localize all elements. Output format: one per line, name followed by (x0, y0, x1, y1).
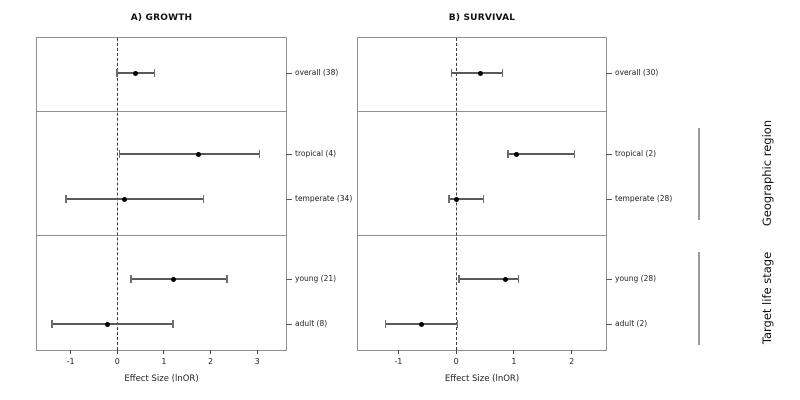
x-axis-tick (210, 350, 212, 354)
confidence-interval-line (459, 278, 519, 280)
x-axis-tick (513, 350, 515, 354)
zero-reference-line (456, 38, 458, 350)
row-label-tick (606, 153, 612, 155)
x-axis-tick-label: -1 (394, 357, 403, 366)
ci-cap-high (501, 69, 504, 77)
estimate-point (105, 321, 111, 327)
x-axis-tick (116, 350, 118, 354)
estimate-point (419, 321, 424, 327)
row-label-tick (286, 278, 292, 280)
estimate-point (133, 70, 139, 76)
panel-b-plot-area: overall (30) tropical (2) temperate (28) yo… (357, 37, 672, 366)
panel-b-title: B) SURVIVAL (448, 13, 516, 23)
target-life-stage-label: Target life stage (760, 251, 774, 345)
ci-cap-low (458, 275, 460, 283)
confidence-interval-line (119, 153, 260, 155)
x-axis-tick-label: 0 (114, 357, 120, 366)
panel-a-xaxis-label: Effect Size (lnOR) (124, 374, 199, 384)
section-divider (358, 235, 606, 236)
estimate-point (121, 196, 127, 202)
x-axis-tick-label: 2 (569, 357, 575, 366)
row-label: overall (38) (295, 68, 339, 77)
section-divider (37, 235, 286, 236)
confidence-interval-line (449, 198, 484, 200)
x-axis-tick-label: -1 (66, 357, 75, 366)
confidence-interval-line (51, 323, 174, 325)
estimate-point (502, 276, 508, 282)
estimate-point (478, 70, 484, 76)
x-axis-tick (163, 350, 165, 354)
row-label-tick (606, 278, 612, 280)
row-label: young (21) (295, 274, 337, 283)
x-axis-tick (571, 350, 573, 354)
row-label: tropical (2) (615, 149, 657, 158)
ci-cap-low (450, 69, 453, 77)
geographic-region-label: Geographic region (760, 119, 774, 227)
ci-cap-low (118, 150, 121, 158)
ci-cap-high (202, 195, 205, 203)
x-axis-tick-label: 0 (453, 357, 459, 366)
estimate-point (196, 151, 202, 157)
row-label: overall (30) (615, 68, 659, 77)
confidence-interval-line (508, 153, 575, 155)
ci-cap-high (172, 320, 174, 328)
row-label: young (28) (615, 274, 657, 283)
confidence-interval-line (131, 278, 227, 280)
x-axis-tick-label: 2 (208, 357, 214, 366)
confidence-interval-line (65, 198, 204, 200)
x-axis-tick-label: 1 (511, 357, 517, 366)
panel-a-plot-area: overall (38) tropical (4) temperate (34) yo… (36, 37, 352, 366)
row-label: temperate (28) (615, 194, 673, 203)
confidence-interval-line (451, 72, 503, 74)
x-axis-tick-label: 1 (161, 357, 167, 366)
x-axis-tick (70, 350, 72, 354)
section-divider (37, 111, 286, 112)
ci-cap-high (226, 275, 228, 283)
section-divider (358, 111, 606, 112)
ci-cap-low (116, 69, 118, 77)
row-label: adult (8) (295, 319, 328, 328)
ci-cap-low (384, 320, 387, 328)
row-label: tropical (4) (295, 149, 337, 158)
x-axis-tick (455, 350, 457, 354)
ci-cap-low (65, 195, 67, 203)
ci-cap-high (153, 69, 156, 77)
ci-cap-high (482, 195, 485, 203)
ci-cap-low (507, 150, 509, 158)
estimate-point (514, 151, 520, 157)
ci-cap-high (456, 320, 459, 328)
x-axis-tick (256, 350, 258, 354)
ci-cap-low (130, 275, 132, 283)
estimate-point (170, 276, 176, 282)
row-label-tick (286, 72, 292, 74)
row-label-tick (286, 153, 292, 155)
panel-a-title: A) GROWTH (130, 13, 193, 23)
row-label-tick (606, 72, 612, 74)
row-label: temperate (34) (295, 194, 353, 203)
row-label: adult (2) (615, 319, 648, 328)
ci-cap-high (258, 150, 261, 158)
ci-cap-low (51, 320, 53, 328)
x-axis-tick-label: 3 (254, 357, 260, 366)
ci-cap-low (448, 195, 450, 203)
zero-reference-line (117, 38, 119, 350)
ci-cap-high (517, 275, 520, 283)
x-axis-tick (397, 350, 399, 354)
row-label-tick (286, 198, 292, 200)
row-label-tick (606, 323, 612, 325)
panel-b-xaxis-label: Effect Size (lnOR) (444, 374, 520, 384)
row-label-tick (286, 323, 292, 325)
geographic-region-bracket (698, 128, 700, 220)
estimate-point (453, 196, 459, 202)
target-life-stage-bracket (698, 252, 700, 345)
ci-cap-high (573, 150, 576, 158)
row-label-tick (606, 198, 612, 200)
